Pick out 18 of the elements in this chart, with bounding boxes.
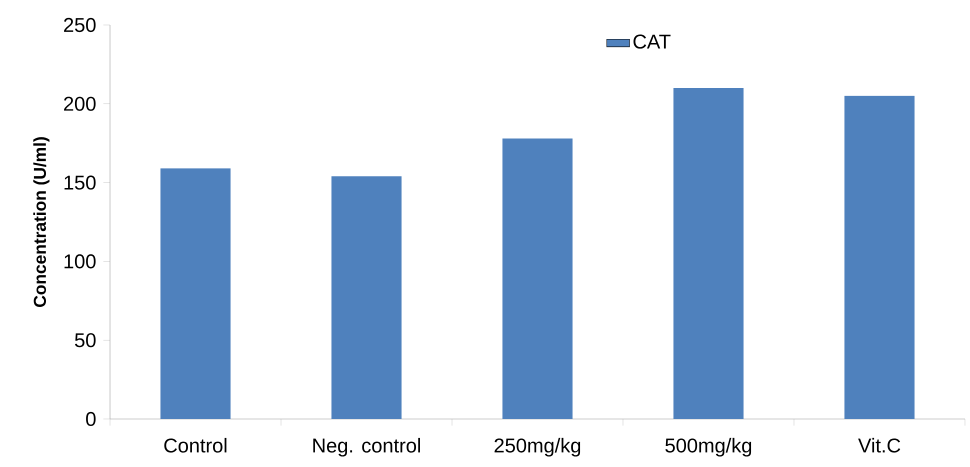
bar bbox=[673, 88, 744, 419]
legend-label: CAT bbox=[634, 34, 671, 49]
bar bbox=[844, 96, 915, 419]
bar bbox=[331, 176, 402, 419]
bar bbox=[502, 138, 573, 419]
y-tick-label: 200 bbox=[64, 96, 96, 111]
x-tick-label: Control bbox=[164, 438, 226, 453]
x-tick-label: 500mg/kg bbox=[665, 438, 752, 457]
y-tick-label: 50 bbox=[74, 333, 96, 348]
y-tick-label: 250 bbox=[64, 18, 96, 32]
y-axis-title: Concentration (U/ml) bbox=[33, 137, 50, 307]
y-tick-label: 100 bbox=[64, 254, 96, 268]
bar bbox=[160, 168, 231, 419]
x-tick-label: Vit.C bbox=[858, 438, 900, 453]
y-tick-label: 0 bbox=[86, 412, 96, 426]
x-tick-label: Neg. control bbox=[313, 438, 420, 457]
x-tick-label: 250mg/kg bbox=[494, 438, 580, 457]
y-tick-label: 150 bbox=[64, 176, 96, 190]
